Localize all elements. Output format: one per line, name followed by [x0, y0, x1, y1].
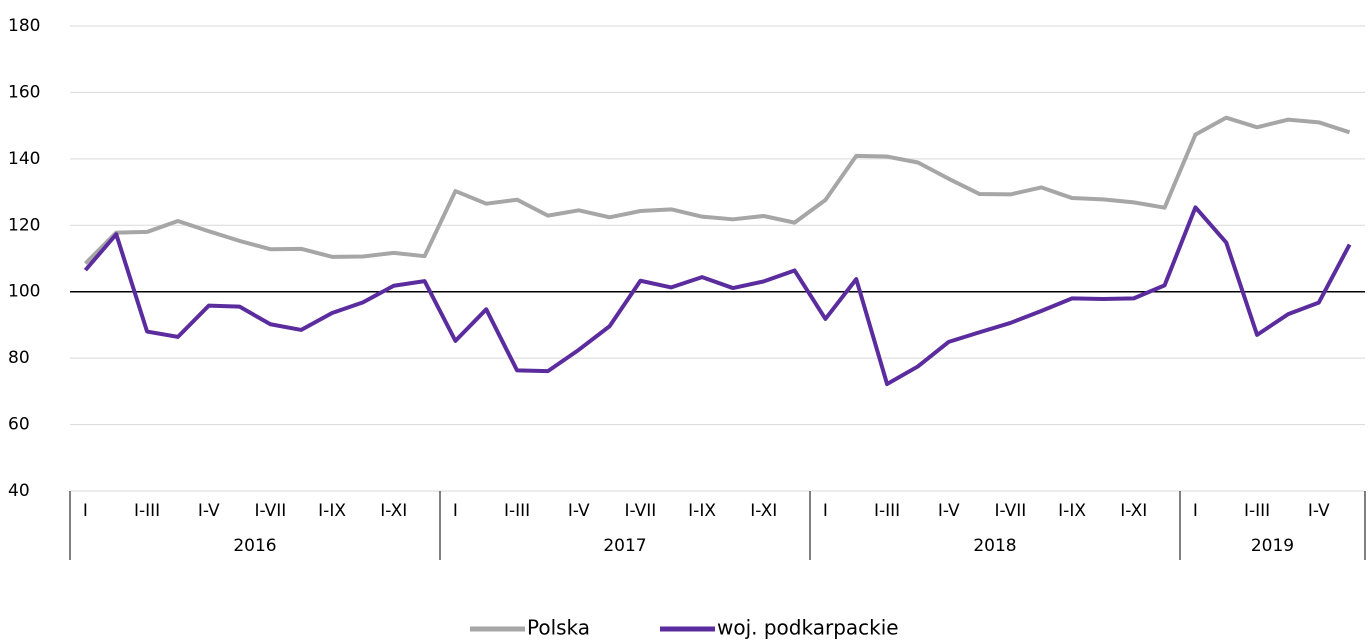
y-tick-label: 40	[8, 481, 30, 501]
x-tick-label: I-III	[874, 501, 900, 521]
x-tick-label: I	[83, 501, 88, 521]
y-tick-label: 180	[8, 16, 40, 36]
legend-label: woj. podkarpackie	[717, 616, 899, 640]
x-tick-label: I-V	[568, 501, 590, 521]
x-tick-label: I-V	[938, 501, 960, 521]
group-label: 2016	[233, 536, 276, 556]
legend-label: Polska	[527, 616, 590, 640]
group-label: 2019	[1251, 536, 1294, 556]
group-label: 2017	[603, 536, 646, 556]
x-tick-label: I-VII	[255, 501, 287, 521]
x-tick-label: I-VII	[995, 501, 1027, 521]
x-tick-label: I-IX	[688, 501, 716, 521]
y-tick-label: 120	[8, 215, 40, 235]
x-tick-label: I-V	[1308, 501, 1330, 521]
group-label: 2018	[973, 536, 1016, 556]
series-line	[83, 205, 1352, 387]
y-tick-label: 60	[8, 415, 30, 435]
y-tick-label: 80	[8, 348, 30, 368]
x-tick-label: I-XI	[750, 501, 777, 521]
x-tick-label: I-IX	[318, 501, 346, 521]
x-tick-label: I-IX	[1058, 501, 1086, 521]
y-tick-label: 160	[8, 82, 40, 102]
x-tick-label: I-XI	[1120, 501, 1147, 521]
y-tick-label: 100	[8, 282, 40, 302]
x-tick-label: I	[453, 501, 458, 521]
x-tick-label: I	[1193, 501, 1198, 521]
x-tick-label: I-V	[198, 501, 220, 521]
x-tick-label: I-III	[1244, 501, 1270, 521]
y-tick-label: 140	[8, 149, 40, 169]
series-line	[84, 115, 1351, 265]
x-tick-label: I-III	[134, 501, 160, 521]
x-tick-label: I	[823, 501, 828, 521]
x-tick-label: I-III	[504, 501, 530, 521]
x-tick-label: I-XI	[380, 501, 407, 521]
x-tick-label: I-VII	[625, 501, 657, 521]
